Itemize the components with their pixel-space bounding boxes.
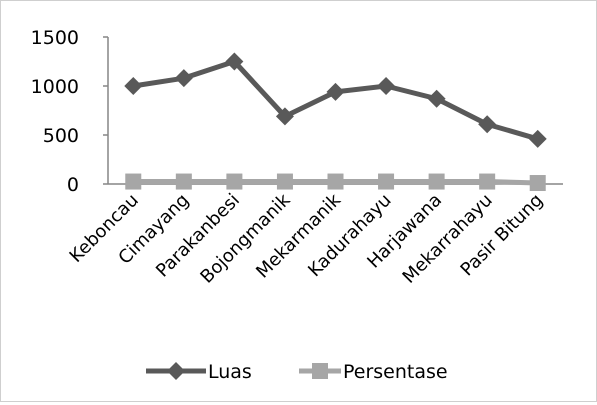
- y-tick-label: 0: [67, 174, 79, 196]
- series-luas: [124, 52, 547, 148]
- data-point-persentase: [327, 173, 344, 190]
- data-point-luas: [174, 69, 193, 88]
- data-point-persentase: [378, 173, 395, 190]
- series-persentase: [125, 173, 546, 192]
- legend-label-persentase: Persentase: [343, 361, 448, 383]
- legend-marker-luas: [167, 362, 185, 380]
- legend-marker-persentase: [312, 363, 328, 379]
- y-tick-label: 1000: [31, 76, 79, 98]
- y-tick-label: 500: [43, 125, 79, 147]
- legend-label-luas: Luas: [208, 361, 252, 383]
- data-point-luas: [528, 129, 547, 148]
- legend: Luas Persentase: [146, 361, 448, 383]
- y-tick-label: 1500: [31, 27, 79, 49]
- data-point-luas: [275, 107, 294, 126]
- data-point-persentase: [175, 173, 192, 190]
- data-point-luas: [225, 52, 244, 71]
- data-point-persentase: [125, 173, 142, 190]
- data-point-luas: [326, 82, 345, 101]
- data-point-luas: [478, 115, 497, 134]
- data-point-luas: [377, 77, 396, 95]
- data-point-persentase: [226, 173, 243, 190]
- data-point-persentase: [428, 173, 445, 190]
- data-point-persentase: [276, 173, 293, 190]
- data-point-luas: [427, 89, 446, 108]
- data-point-persentase: [479, 173, 496, 190]
- data-point-persentase: [529, 175, 546, 192]
- data-point-luas: [124, 77, 143, 95]
